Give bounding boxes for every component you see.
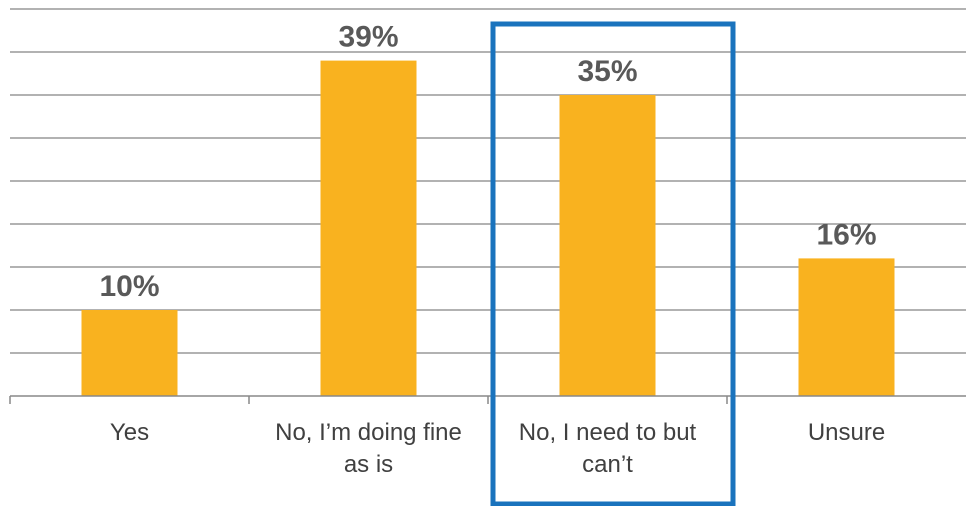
category-label-line: Unsure: [808, 419, 885, 446]
x-axis: [9, 395, 966, 404]
category-label: No, I’m doing fine as is: [275, 419, 462, 478]
category-label-line: No, I’m doing fine: [275, 419, 462, 446]
category-label-line: Yes: [110, 419, 149, 446]
category-label-line: No, I need to but: [519, 419, 697, 446]
category-label: Yes: [110, 419, 149, 446]
category-labels: Yes No, I’m doing fine as is No, I need to …: [110, 419, 885, 478]
bar: [320, 60, 417, 396]
data-label: 35%: [577, 55, 637, 88]
data-label: 10%: [99, 270, 159, 303]
highlight-box: [490, 21, 736, 506]
bars: [81, 60, 895, 396]
data-label: 39%: [338, 21, 398, 54]
category-label-line: as is: [344, 451, 393, 478]
data-label: 16%: [816, 218, 876, 251]
bar: [798, 258, 895, 396]
bar: [81, 310, 178, 396]
category-label: No, I need to but can’t: [519, 419, 697, 478]
data-labels: 10% 39% 35% 16%: [99, 21, 876, 303]
category-label: Unsure: [808, 419, 885, 446]
bar: [559, 95, 656, 396]
category-label-line: can’t: [582, 451, 633, 478]
